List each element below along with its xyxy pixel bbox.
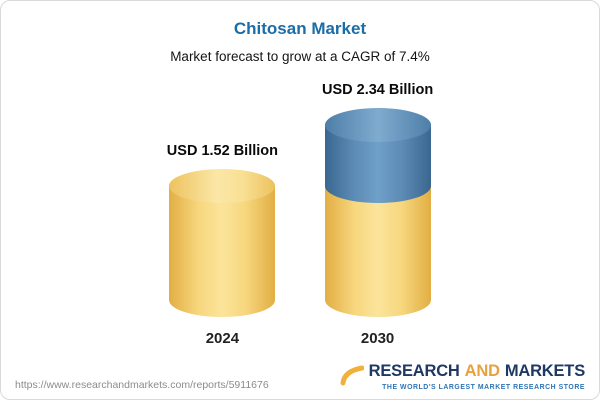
chart-title: Chitosan Market <box>233 19 367 38</box>
cylinder-bar-2030 <box>324 108 431 317</box>
report-url-link[interactable]: https://www.researchandmarkets.com/repor… <box>15 379 269 391</box>
brand-tagline: THE WORLD'S LARGEST MARKET RESEARCH STOR… <box>382 384 585 391</box>
cylinder-top-cap <box>169 169 276 203</box>
cylinder-top-cap <box>324 108 431 142</box>
logo-swoosh-icon <box>340 364 365 391</box>
category-label-2030: 2030 <box>360 330 395 347</box>
value-label-2030: USD 2.34 Billion <box>322 82 434 98</box>
brand-word-markets: MARKETS <box>504 362 585 380</box>
cylinder-junction-cap <box>324 169 431 203</box>
brand-text-block: RESEARCH AND MARKETS THE WORLD'S LARGEST… <box>368 362 586 391</box>
cylinder-bar-2024 <box>169 169 276 317</box>
bar-group-2030: USD 2.34 Billion 2030 <box>322 82 433 347</box>
brand-word-research: RESEARCH <box>368 362 460 380</box>
brand-word-and: AND <box>464 362 500 380</box>
cylinder-segment-yellow-base <box>324 186 431 317</box>
chart-subtitle: Market forecast to grow at a CAGR of 7.4… <box>170 49 430 64</box>
bar-chart: USD 1.52 Billion 2024 USD 2.34 Billion <box>1 82 599 347</box>
brand-name: RESEARCH AND MARKETS <box>368 362 586 381</box>
cylinder-segment-blue-growth <box>324 108 431 203</box>
value-label-2024: USD 1.52 Billion <box>166 143 278 159</box>
cylinder-bottom-cap <box>169 283 276 317</box>
cylinder-bottom-cap <box>324 283 431 317</box>
chart-header: Chitosan Market Market forecast to grow … <box>1 1 599 64</box>
bar-group-2024: USD 1.52 Billion 2024 <box>167 143 278 347</box>
card-footer: https://www.researchandmarkets.com/repor… <box>1 351 599 399</box>
brand-logo: RESEARCH AND MARKETS THE WORLD'S LARGEST… <box>340 362 585 391</box>
cylinder-segment-yellow <box>169 169 276 317</box>
category-label-2024: 2024 <box>205 330 240 347</box>
